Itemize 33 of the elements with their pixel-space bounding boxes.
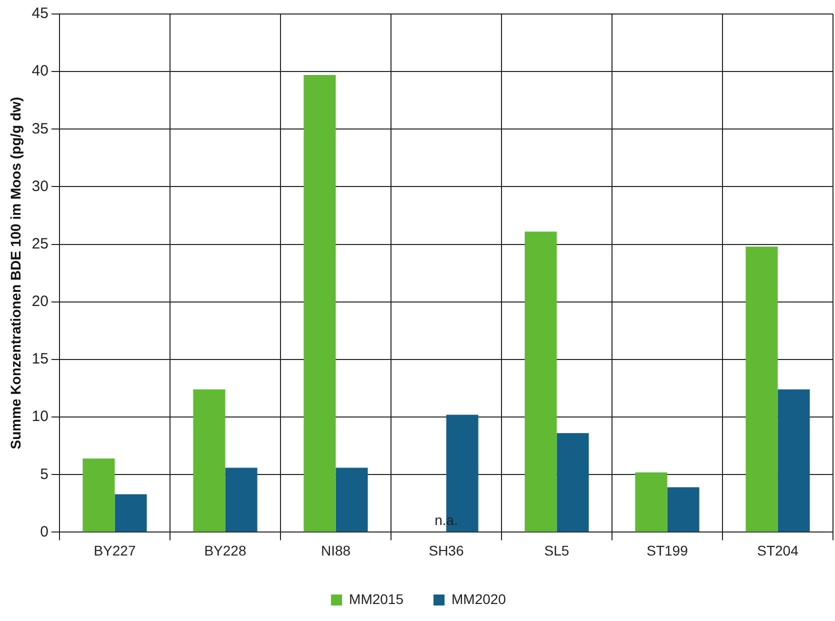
x-tick-label: BY228 — [204, 542, 246, 558]
bar — [556, 433, 589, 532]
x-tick-label: ST204 — [757, 542, 799, 558]
y-tick-label: 5 — [40, 466, 48, 483]
bar — [524, 232, 557, 532]
bar — [336, 468, 368, 532]
bar — [667, 487, 700, 532]
legend-label: MM2020 — [452, 590, 506, 607]
y-tick-label: 35 — [32, 120, 48, 138]
y-tick-label: 10 — [32, 408, 48, 426]
x-tick-label: SL5 — [544, 542, 570, 558]
y-axis-title: Summe Konzentrationen BDE 100 im Moos (pg/g dw) — [7, 96, 24, 450]
legend-label: MM2015 — [349, 590, 404, 607]
bar — [82, 458, 115, 532]
x-tick-label: BY227 — [94, 542, 136, 558]
bar — [193, 389, 226, 532]
x-tick-label: NI88 — [320, 542, 351, 558]
x-tick-label: SH36 — [428, 542, 464, 558]
bar — [778, 389, 810, 532]
bar — [114, 494, 147, 532]
y-tick-label: 30 — [32, 178, 48, 195]
y-tick-label: 45 — [32, 5, 48, 22]
y-tick-label: 40 — [32, 62, 48, 80]
y-tick-label: 0 — [40, 523, 48, 540]
y-tick-label: 20 — [32, 293, 48, 310]
bar — [304, 75, 336, 532]
bar — [635, 472, 668, 532]
bar — [746, 246, 778, 532]
y-tick-label: 15 — [32, 350, 48, 368]
bar — [225, 468, 258, 532]
annotation: n.a. — [434, 512, 458, 528]
y-tick-label: 25 — [32, 235, 48, 252]
x-tick-label: ST199 — [646, 542, 688, 558]
